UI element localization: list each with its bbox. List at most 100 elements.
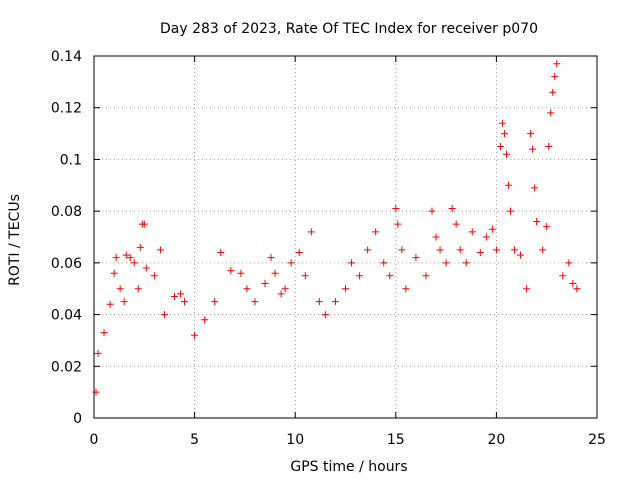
data-point (191, 331, 199, 339)
data-point (136, 243, 144, 251)
data-point (287, 259, 295, 267)
data-point (227, 267, 235, 275)
data-point (533, 217, 541, 225)
x-tick-label: 0 (90, 432, 99, 448)
data-point (380, 259, 388, 267)
y-tick-label: 0.08 (51, 204, 82, 220)
x-tick-label: 25 (588, 432, 606, 448)
data-point (543, 223, 551, 231)
data-point (531, 184, 539, 192)
data-point (559, 272, 567, 280)
data-point (422, 272, 430, 280)
data-point (448, 205, 456, 213)
data-point (511, 246, 519, 254)
x-tick-label: 5 (190, 432, 199, 448)
data-point (372, 228, 380, 236)
data-point (201, 316, 209, 324)
y-tick-label: 0.12 (51, 101, 82, 117)
data-point (100, 329, 108, 337)
y-tick-label: 0.1 (60, 152, 82, 168)
data-point (482, 233, 490, 241)
data-point (442, 259, 450, 267)
data-point (402, 285, 410, 293)
data-point (142, 264, 150, 272)
x-tick-label: 20 (487, 432, 505, 448)
y-tick-label: 0.02 (51, 359, 82, 375)
data-point (271, 269, 279, 277)
data-point (392, 205, 400, 213)
data-point (356, 272, 364, 280)
data-point (462, 259, 470, 267)
data-point (456, 246, 464, 254)
data-point (301, 272, 309, 280)
data-point (295, 249, 303, 257)
data-point (348, 259, 356, 267)
axis-ticks: 0 5 10 15 20 25 0 0.02 0.04 0.06 0.08 0.1 0.12 0.14 (51, 49, 606, 448)
data-point (553, 60, 561, 68)
y-tick-label: 0.14 (51, 49, 82, 65)
grid-lines (94, 56, 597, 418)
data-point (277, 290, 285, 298)
data-point (307, 228, 315, 236)
data-point (488, 225, 496, 233)
data-point (496, 143, 504, 150)
data-point (237, 269, 245, 277)
y-tick-label: 0 (73, 411, 82, 427)
data-point (364, 246, 372, 254)
data-point (156, 246, 164, 254)
data-point (94, 349, 102, 357)
data-point (428, 207, 436, 215)
data-point (476, 249, 484, 257)
data-point (412, 254, 420, 262)
data-point (243, 285, 251, 293)
data-point (529, 145, 537, 153)
x-tick-label: 15 (387, 432, 405, 448)
y-tick-label: 0.04 (51, 308, 82, 324)
data-point (134, 285, 142, 293)
data-point (492, 246, 500, 254)
data-point (527, 130, 535, 138)
data-point (170, 292, 178, 300)
data-point (106, 300, 114, 308)
data-points (92, 60, 581, 396)
data-point (130, 259, 138, 267)
data-point (498, 119, 506, 127)
data-point (321, 311, 329, 319)
data-point (545, 143, 553, 150)
data-point (500, 130, 508, 138)
data-point (261, 280, 269, 288)
data-point (506, 207, 514, 215)
chart-title: Day 283 of 2023, Rate Of TEC Index for r… (160, 21, 538, 37)
data-point (150, 272, 158, 280)
data-point (331, 298, 339, 306)
data-point (551, 73, 559, 81)
data-point (502, 150, 510, 158)
data-point (565, 259, 573, 267)
data-point (523, 285, 531, 293)
data-point (539, 246, 547, 254)
data-point (573, 285, 581, 293)
data-point (160, 311, 168, 319)
data-point (251, 298, 259, 306)
x-tick-label: 10 (286, 432, 304, 448)
y-tick-label: 0.06 (51, 256, 82, 272)
y-axis-label: ROTI / TECUs (7, 194, 23, 286)
data-point (211, 298, 219, 306)
data-point (181, 298, 189, 306)
data-point (122, 251, 130, 259)
data-point (217, 249, 225, 257)
data-point (177, 290, 185, 298)
data-point (110, 269, 118, 277)
data-point (386, 272, 394, 280)
data-point (315, 298, 323, 306)
data-point (452, 220, 460, 228)
data-point (517, 251, 525, 259)
data-point (394, 220, 402, 228)
data-point (126, 254, 134, 262)
data-point (468, 228, 476, 236)
data-point (120, 298, 128, 306)
data-point (342, 285, 349, 293)
data-point (267, 254, 275, 262)
